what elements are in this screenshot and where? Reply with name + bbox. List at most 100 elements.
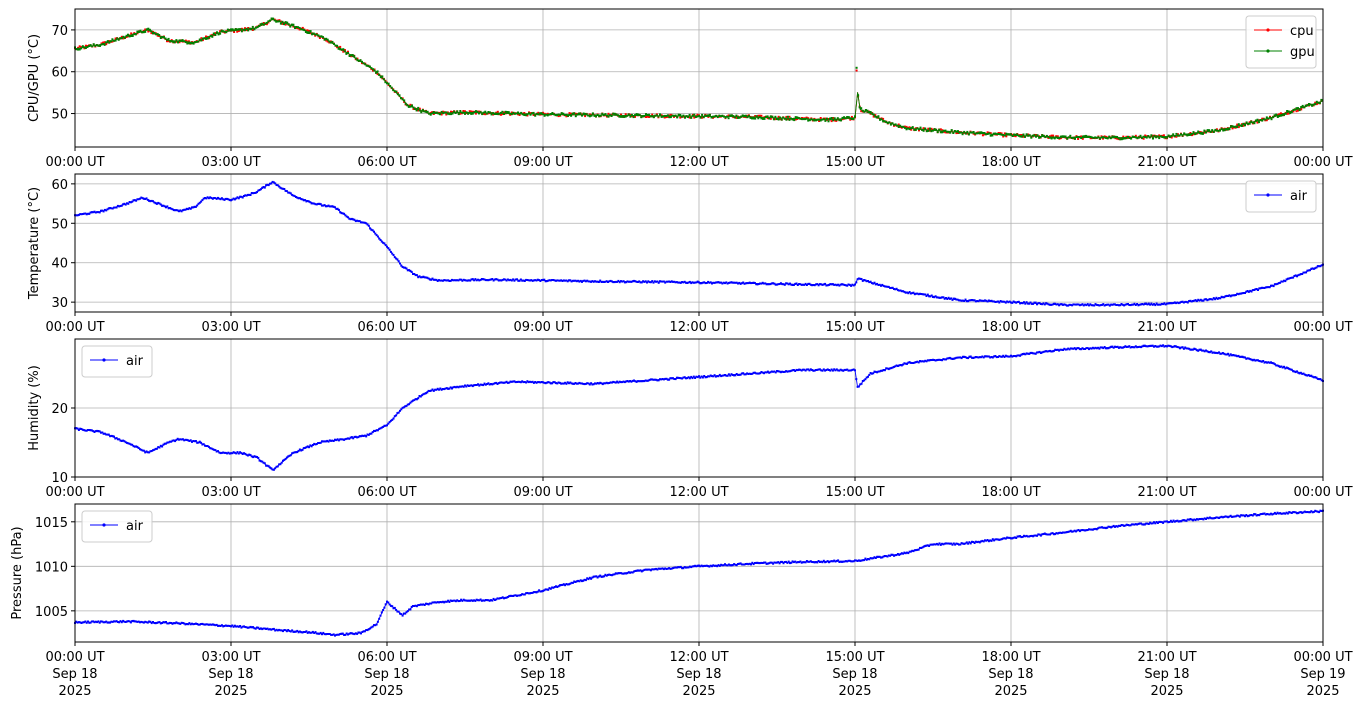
data-point — [807, 368, 810, 371]
data-point — [904, 291, 907, 294]
data-point — [951, 358, 954, 360]
data-point — [906, 362, 908, 365]
data-point — [165, 621, 167, 623]
legend-swatch-marker — [1266, 49, 1270, 53]
data-point — [1091, 136, 1094, 139]
data-point — [213, 197, 216, 199]
data-point — [656, 280, 659, 283]
data-point — [456, 385, 459, 388]
data-point — [819, 119, 822, 122]
data-point — [471, 385, 474, 388]
data-point — [524, 114, 527, 117]
data-point — [508, 595, 511, 598]
data-point — [325, 37, 328, 40]
data-point — [1266, 361, 1269, 364]
data-point — [791, 284, 794, 286]
data-point — [626, 114, 629, 117]
data-point — [376, 70, 379, 73]
data-point — [356, 59, 359, 62]
data-point — [300, 198, 303, 201]
data-point — [392, 254, 395, 256]
legend-box — [81, 345, 153, 378]
data-point — [1075, 348, 1077, 351]
data-point — [279, 463, 282, 466]
data-point — [1247, 290, 1250, 293]
data-point — [326, 205, 329, 208]
data-point — [196, 623, 199, 625]
data-point — [531, 591, 534, 594]
data-point — [341, 212, 344, 215]
data-point — [873, 370, 876, 373]
data-point — [698, 564, 700, 567]
data-point — [288, 630, 291, 632]
data-point — [1315, 510, 1318, 513]
data-point — [270, 182, 273, 185]
data-point — [87, 212, 89, 215]
data-point — [1293, 370, 1296, 373]
data-point — [869, 557, 872, 560]
data-point — [967, 542, 970, 545]
data-point — [183, 622, 186, 625]
data-point — [272, 468, 275, 471]
data-point — [915, 361, 918, 364]
data-point — [612, 573, 615, 576]
data-point — [922, 129, 925, 132]
data-point — [861, 279, 864, 282]
x-tick-label: 12:00 UT — [669, 155, 728, 170]
data-point — [1315, 100, 1318, 103]
data-point — [80, 47, 83, 50]
data-point — [343, 438, 346, 441]
data-point — [946, 130, 948, 133]
data-point — [1019, 535, 1022, 538]
data-point — [509, 594, 512, 597]
data-point — [108, 41, 111, 44]
data-point — [353, 218, 356, 221]
data-point — [896, 289, 899, 292]
data-point — [594, 575, 596, 578]
data-point — [235, 452, 238, 455]
data-point — [900, 125, 903, 128]
data-point — [1106, 526, 1109, 529]
data-point — [482, 599, 485, 602]
data-point — [340, 632, 343, 635]
data-point — [549, 113, 552, 115]
data-point — [798, 283, 801, 285]
data-point — [743, 563, 746, 566]
data-point — [1002, 300, 1005, 303]
data-point — [341, 438, 344, 441]
data-point — [630, 571, 633, 574]
data-point — [374, 430, 377, 432]
data-point — [670, 567, 673, 570]
data-point — [664, 281, 667, 284]
data-point — [631, 379, 634, 382]
data-point — [927, 127, 930, 130]
data-point — [1023, 352, 1025, 355]
data-point — [620, 115, 622, 118]
data-point — [1197, 349, 1200, 352]
data-point — [1240, 514, 1243, 517]
data-point — [181, 438, 184, 441]
data-point — [555, 585, 557, 588]
data-point — [422, 275, 425, 278]
data-point — [1236, 514, 1239, 517]
data-point — [891, 122, 894, 125]
data-point — [1060, 348, 1063, 351]
data-point — [248, 453, 251, 456]
data-point — [1279, 365, 1282, 368]
data-point — [990, 539, 993, 542]
data-point — [1103, 136, 1106, 139]
data-point — [499, 113, 502, 116]
data-point — [897, 123, 900, 126]
data-point — [1169, 302, 1172, 305]
data-point — [146, 451, 149, 454]
data-point — [262, 186, 265, 188]
data-point — [543, 381, 546, 384]
data-point — [634, 380, 637, 383]
data-point — [644, 568, 647, 571]
data-point — [1318, 102, 1321, 105]
data-point — [1119, 346, 1122, 349]
data-point — [1179, 347, 1181, 350]
data-point — [228, 625, 231, 627]
data-point — [768, 117, 771, 120]
data-point — [1155, 136, 1158, 139]
